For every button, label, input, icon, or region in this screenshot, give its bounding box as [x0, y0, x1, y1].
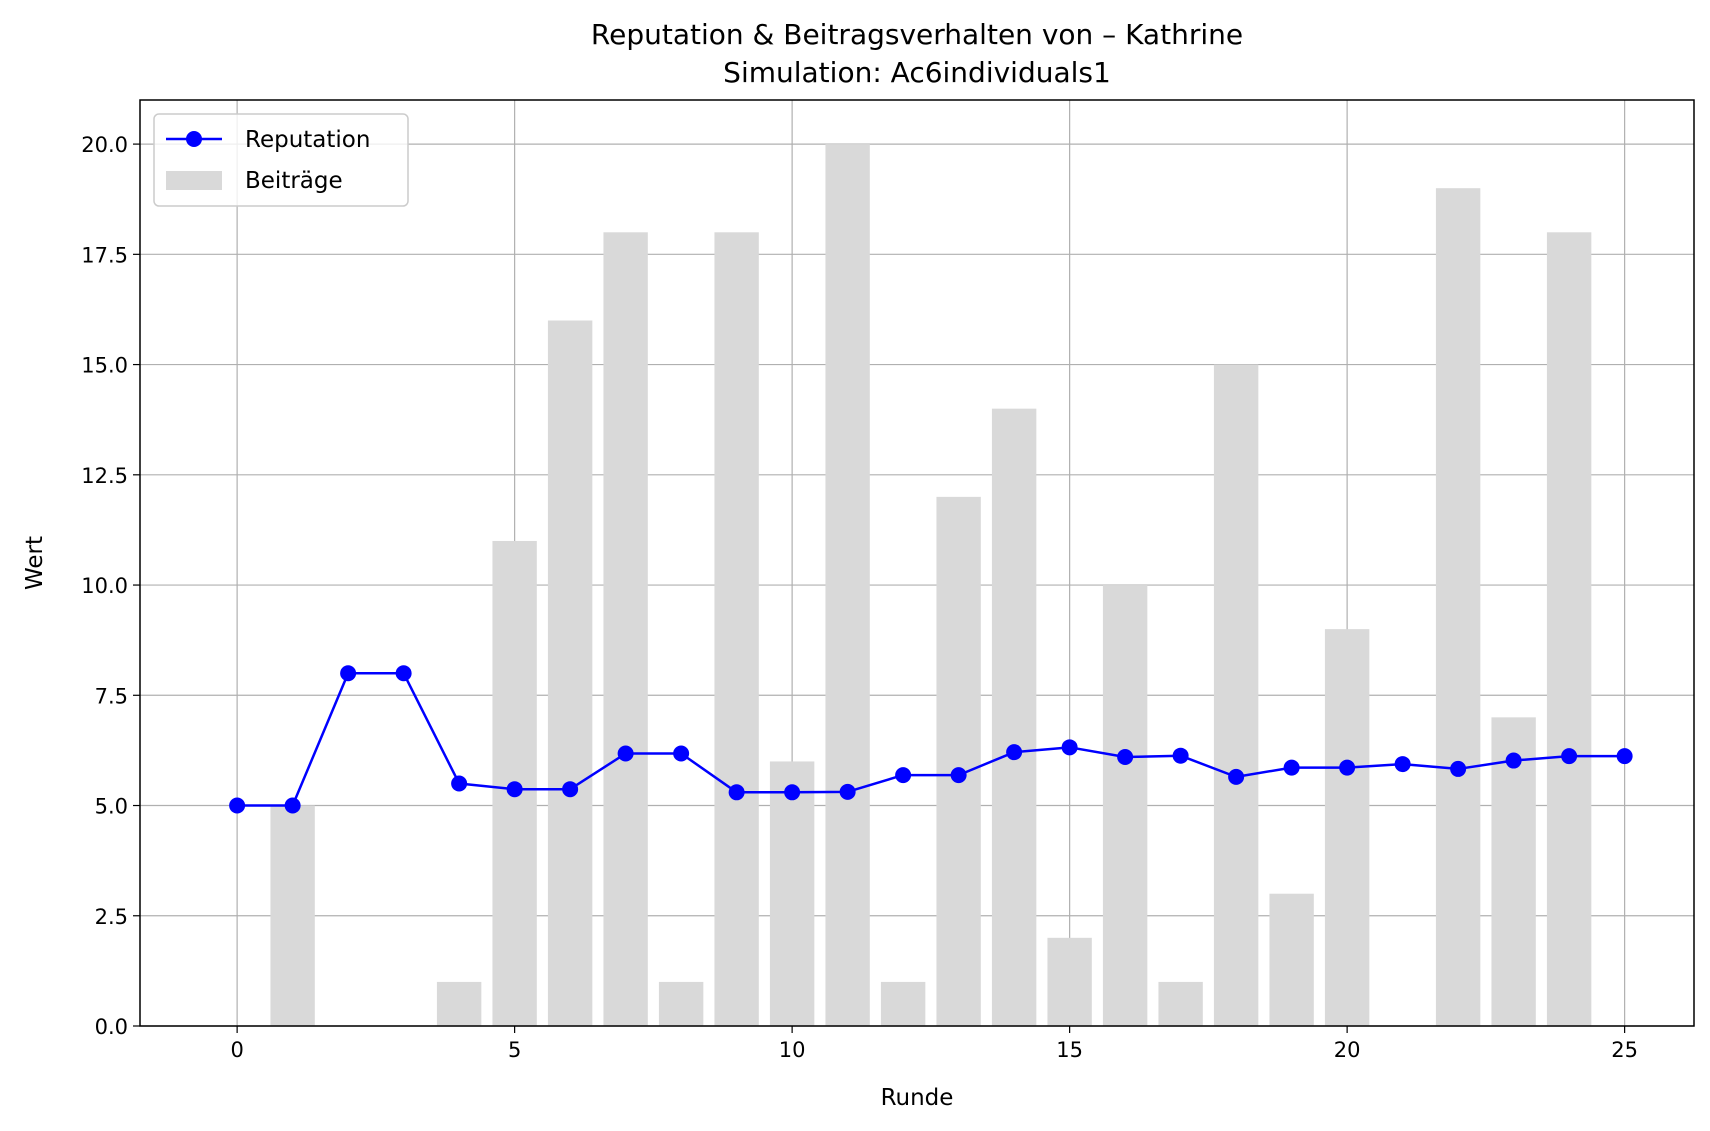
bar	[1158, 981, 1203, 1026]
reputation-point	[1394, 756, 1411, 773]
line-series	[229, 665, 1633, 814]
bar	[991, 408, 1037, 1027]
reputation-point	[1061, 739, 1078, 756]
bar	[1324, 629, 1370, 1026]
reputation-point	[562, 781, 579, 798]
y-tick-label: 20.0	[81, 133, 128, 157]
legend-beitraege-label: Beiträge	[245, 168, 343, 194]
reputation-point	[284, 797, 301, 814]
bar	[270, 805, 315, 1026]
bar	[603, 232, 648, 1027]
reputation-point	[1616, 748, 1633, 765]
y-tick-label: 10.0	[81, 574, 128, 598]
y-axis-ticks: 0.0 2.5 5.0 7.5 10.0 12.5 15.0 17.5 20.0	[81, 133, 140, 1039]
bar	[1546, 232, 1592, 1027]
bar	[1047, 937, 1092, 1026]
chart-title: Reputation & Beitragsverhalten von – Kat…	[591, 18, 1243, 51]
reputation-point	[673, 745, 690, 762]
reputation-point	[784, 784, 801, 801]
x-tick-label: 0	[230, 1038, 243, 1062]
reputation-point	[451, 775, 468, 792]
reputation-point	[728, 784, 745, 801]
reputation-line	[237, 671, 1625, 807]
x-tick-label: 15	[1056, 1038, 1083, 1062]
bar	[436, 981, 482, 1026]
bar	[880, 981, 926, 1026]
axes-frame	[139, 99, 1695, 1027]
reputation-point	[395, 665, 412, 682]
reputation-point	[1117, 749, 1134, 766]
reputation-point	[229, 797, 246, 814]
y-tick-label: 12.5	[81, 464, 128, 488]
x-axis-label: Runde	[881, 1085, 954, 1111]
x-tick-label: 25	[1611, 1038, 1638, 1062]
y-tick-label: 17.5	[81, 243, 128, 267]
reputation-point	[1228, 768, 1245, 785]
grid	[140, 100, 1694, 1027]
bar	[1491, 717, 1536, 1026]
y-tick-label: 0.0	[95, 1015, 128, 1039]
bar	[1435, 188, 1481, 1026]
reputation-point	[1561, 748, 1578, 765]
legend-beitraege-swatch	[166, 171, 222, 190]
reputation-point	[617, 745, 634, 762]
bar	[1213, 364, 1259, 1027]
reputation-point	[950, 767, 967, 784]
bar	[825, 144, 870, 1027]
reputation-point	[340, 665, 357, 682]
reputation-point	[506, 781, 523, 798]
legend-reputation-marker	[186, 131, 202, 147]
reputation-point	[839, 783, 856, 800]
bar	[1102, 585, 1148, 1026]
y-axis-label: Wert	[22, 536, 48, 590]
chart-subtitle: Simulation: Ac6individuals1	[723, 56, 1111, 89]
bar	[658, 981, 704, 1026]
y-tick-label: 15.0	[81, 354, 128, 378]
reputation-point	[1339, 759, 1356, 776]
x-tick-label: 20	[1334, 1038, 1361, 1062]
bar	[936, 496, 981, 1026]
reputation-point	[1505, 752, 1522, 769]
x-tick-label: 10	[779, 1038, 806, 1062]
legend-reputation-label: Reputation	[245, 127, 370, 153]
x-tick-label: 5	[508, 1038, 521, 1062]
bars-series	[270, 144, 1592, 1027]
reputation-point	[895, 767, 912, 784]
y-tick-label: 2.5	[95, 905, 128, 929]
reputation-point	[1450, 760, 1467, 777]
reputation-point	[1283, 759, 1300, 776]
reputation-point	[1172, 747, 1189, 764]
bar	[769, 761, 815, 1026]
bar	[714, 232, 759, 1027]
legend: Reputation Beiträge	[153, 113, 409, 207]
bar	[547, 320, 593, 1026]
reputation-point	[1006, 744, 1023, 761]
x-axis-ticks: 0 5 10 15 20 25	[230, 1026, 1638, 1062]
y-tick-label: 5.0	[95, 795, 128, 819]
y-tick-label: 7.5	[95, 684, 128, 708]
bar	[1269, 893, 1314, 1026]
